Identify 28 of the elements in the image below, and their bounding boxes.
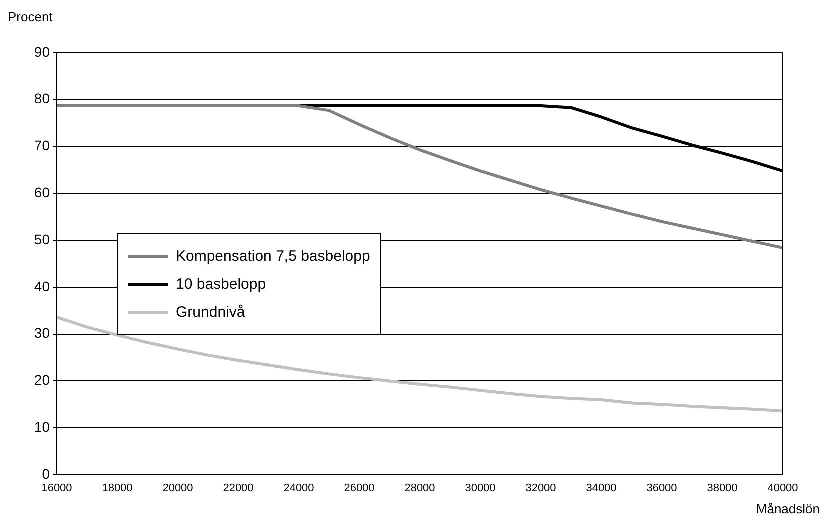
- x-tick-label: 20000: [162, 482, 194, 495]
- x-tick-label: 30000: [465, 482, 496, 495]
- y-tick-label: 10: [34, 418, 50, 435]
- y-tick-label: 40: [34, 278, 50, 294]
- legend-label: Grundnivå: [176, 304, 246, 320]
- y-tick-label: 20: [34, 372, 50, 388]
- x-tick-label: 40000: [768, 482, 798, 495]
- y-tick-label: 30: [34, 325, 50, 342]
- y-axis-title: Procent: [8, 10, 54, 25]
- x-axis-title: Månadslön: [756, 502, 820, 517]
- y-tick-label: 90: [34, 44, 50, 60]
- x-tick-label: 18000: [102, 482, 133, 495]
- x-tick-label: 34000: [586, 482, 617, 495]
- y-tick-label: 0: [42, 466, 50, 482]
- legend-label: 10 basbelopp: [176, 276, 266, 292]
- y-tick-label: 60: [34, 184, 50, 201]
- x-tick-label: 16000: [42, 482, 72, 495]
- x-tick-label: 38000: [707, 482, 738, 495]
- legend-label: Kompensation 7,5 basbelopp: [176, 248, 370, 264]
- x-tick-label: 32000: [526, 482, 556, 495]
- y-tick-label: 80: [34, 90, 50, 107]
- y-tick-label: 70: [34, 138, 50, 154]
- x-tick-label: 24000: [284, 482, 314, 495]
- x-tick-label: 36000: [646, 482, 678, 495]
- x-tick-label: 26000: [344, 482, 375, 495]
- x-tick-label: 28000: [404, 482, 436, 495]
- x-tick-label: 22000: [223, 482, 254, 495]
- y-tick-label: 50: [34, 231, 50, 248]
